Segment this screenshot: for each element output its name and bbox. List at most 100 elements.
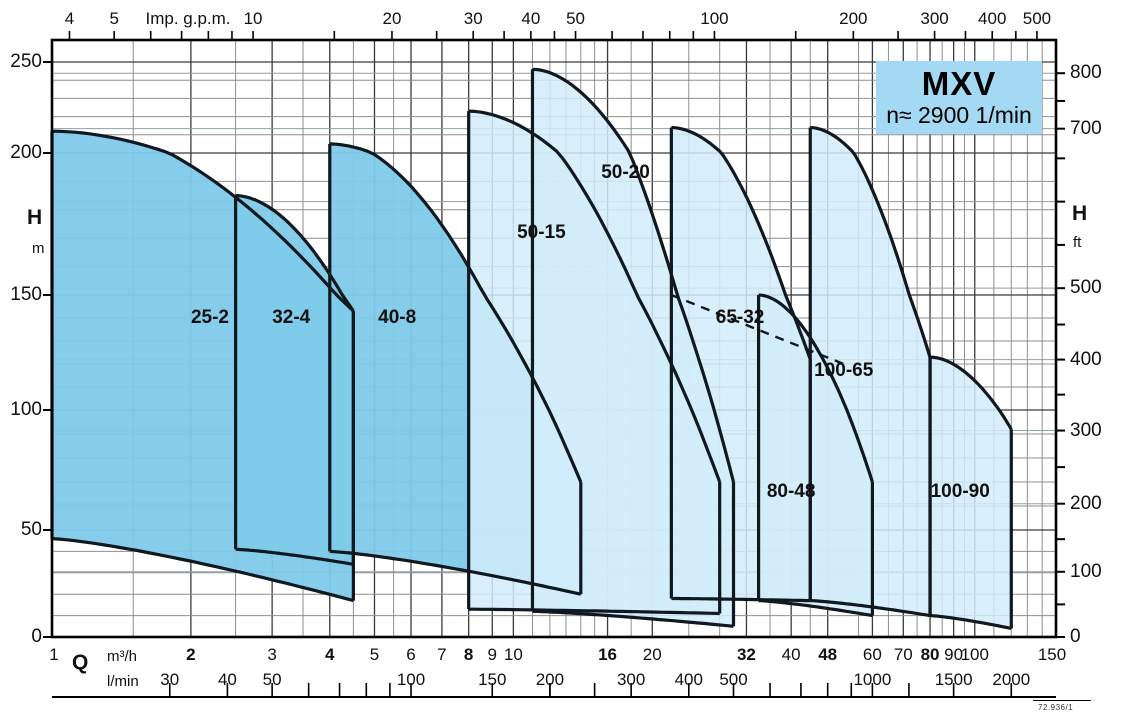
lmin-tick-150: 150 xyxy=(478,670,507,689)
gpm-tick-200: 200 xyxy=(839,9,868,28)
curve-label-40-8: 40-8 xyxy=(378,307,417,328)
curve-label-65-32: 65-32 xyxy=(715,307,765,328)
model-name: MXV xyxy=(921,64,997,102)
lmin-tick-200: 200 xyxy=(535,670,565,689)
q-tick-100: 100 xyxy=(960,645,989,664)
h-meter-tick-0: 0 xyxy=(31,626,42,647)
h-meter-tick-50: 50 xyxy=(20,519,42,540)
curve-top-50-20 xyxy=(532,67,736,483)
curve-label-100-65: 100-65 xyxy=(814,359,874,381)
q-tick-1: 1 xyxy=(49,645,59,664)
curve-top-80-48 xyxy=(758,293,874,483)
envelope-32-4 xyxy=(235,195,354,565)
curve-label-80-48: 80-48 xyxy=(766,480,816,502)
axis-frame xyxy=(43,31,1065,698)
curve-bottom-50-15 xyxy=(468,607,720,616)
h-feet-tick-100: 100 xyxy=(1070,560,1102,582)
curve-top-65-32 xyxy=(671,125,812,360)
q-tick-90: 90 xyxy=(944,645,964,664)
curve-bottom-40-8 xyxy=(329,549,582,596)
q-tick-48: 48 xyxy=(818,645,838,664)
curve-top-100-65 xyxy=(810,125,932,358)
lmin-tick-30: 30 xyxy=(160,670,180,689)
curve-bottom-100-65 xyxy=(810,599,931,618)
h-meter-tick-150: 150 xyxy=(10,284,42,305)
lmin-tick-2000: 2000 xyxy=(992,670,1031,689)
h-feet-tick-700: 700 xyxy=(1070,117,1102,139)
curve-label-50-15: 50-15 xyxy=(517,221,566,243)
curve-label-100-90: 100-90 xyxy=(930,480,990,502)
q-tick-5: 5 xyxy=(369,645,380,664)
curve-bottom-100-90 xyxy=(929,614,1012,630)
left-axis-symbol: H xyxy=(27,206,43,229)
q-tick-32: 32 xyxy=(736,645,756,664)
lmin-tick-100: 100 xyxy=(396,670,426,689)
q-tick-80: 80 xyxy=(920,645,940,664)
h-feet-tick-300: 300 xyxy=(1070,419,1102,441)
flow-axis-symbol: Q xyxy=(72,651,89,674)
lmin-tick-50: 50 xyxy=(262,670,282,689)
q-tick-150: 150 xyxy=(1037,645,1067,664)
h-meter-tick-200: 200 xyxy=(10,142,42,163)
gpm-axis-title: Imp. g.p.m. xyxy=(145,9,231,28)
gpm-tick-10: 10 xyxy=(243,9,263,28)
q-tick-7: 7 xyxy=(437,645,447,664)
curve-top-40-8 xyxy=(329,142,583,483)
gpm-tick-500: 500 xyxy=(1022,9,1052,28)
q-tick-9: 9 xyxy=(487,645,497,664)
h-feet-tick-0: 0 xyxy=(1070,626,1081,647)
curve-top-32-4 xyxy=(235,194,355,313)
q-tick-2: 2 xyxy=(186,645,196,664)
gpm-tick-50: 50 xyxy=(566,9,586,28)
gpm-tick-400: 400 xyxy=(978,9,1007,28)
q-tick-3: 3 xyxy=(267,645,277,664)
q-tick-6: 6 xyxy=(406,645,416,664)
h-feet-tick-500: 500 xyxy=(1070,277,1102,299)
gpm-tick-300: 300 xyxy=(920,9,949,28)
curve-label-25-2: 25-2 xyxy=(190,307,229,328)
curve-bottom-32-4 xyxy=(235,547,354,566)
lmin-tick-300: 300 xyxy=(616,670,646,689)
lmin-tick-500: 500 xyxy=(719,670,748,689)
gpm-tick-20: 20 xyxy=(382,9,402,28)
left-axis-unit: m xyxy=(32,240,45,257)
q-tick-16: 16 xyxy=(598,645,618,664)
flow-axis-unit-lmin: l/min xyxy=(107,673,139,690)
q-tick-10: 10 xyxy=(503,645,523,664)
right-axis-symbol: H xyxy=(1072,202,1088,225)
flow-axis-unit-m3h: m³/h xyxy=(107,648,137,665)
right-axis-unit: ft xyxy=(1073,234,1082,251)
curve-bottom-25-2 xyxy=(51,537,354,603)
curve-top-50-15 xyxy=(468,109,722,483)
q-tick-20: 20 xyxy=(642,645,662,664)
h-meter-tick-100: 100 xyxy=(10,399,42,420)
q-tick-8: 8 xyxy=(463,645,474,664)
gpm-tick-5: 5 xyxy=(109,9,119,28)
gpm-tick-30: 30 xyxy=(463,9,483,28)
curve-label-50-20: 50-20 xyxy=(601,161,650,183)
curve-bottom-65-32 xyxy=(671,596,811,603)
lmin-tick-1000: 1000 xyxy=(853,670,892,689)
lmin-tick-40: 40 xyxy=(217,670,237,689)
h-feet-tick-400: 400 xyxy=(1070,348,1102,370)
envelope-100-90 xyxy=(930,357,1012,629)
reference-code: 72.936/1 xyxy=(1038,703,1074,712)
pump-curves xyxy=(50,67,1013,630)
curve-bottom-50-20 xyxy=(532,609,734,628)
envelope-100-65 xyxy=(810,127,930,616)
h-feet-tick-200: 200 xyxy=(1070,492,1102,514)
q-tick-60: 60 xyxy=(862,645,882,664)
gpm-tick-100: 100 xyxy=(700,9,729,28)
model-title-box: MXV n≈ 2900 1/min xyxy=(876,61,1042,134)
model-speed: n≈ 2900 1/min xyxy=(886,101,1032,128)
lmin-tick-1500: 1500 xyxy=(934,670,973,689)
curve-top-25-2 xyxy=(51,129,355,313)
h-meter-tick-250: 250 xyxy=(10,51,42,72)
q-tick-40: 40 xyxy=(781,645,801,664)
gpm-tick-4: 4 xyxy=(64,9,75,28)
curve-top-100-90 xyxy=(929,355,1013,431)
gpm-tick-40: 40 xyxy=(521,9,541,28)
q-tick-4: 4 xyxy=(325,645,335,664)
